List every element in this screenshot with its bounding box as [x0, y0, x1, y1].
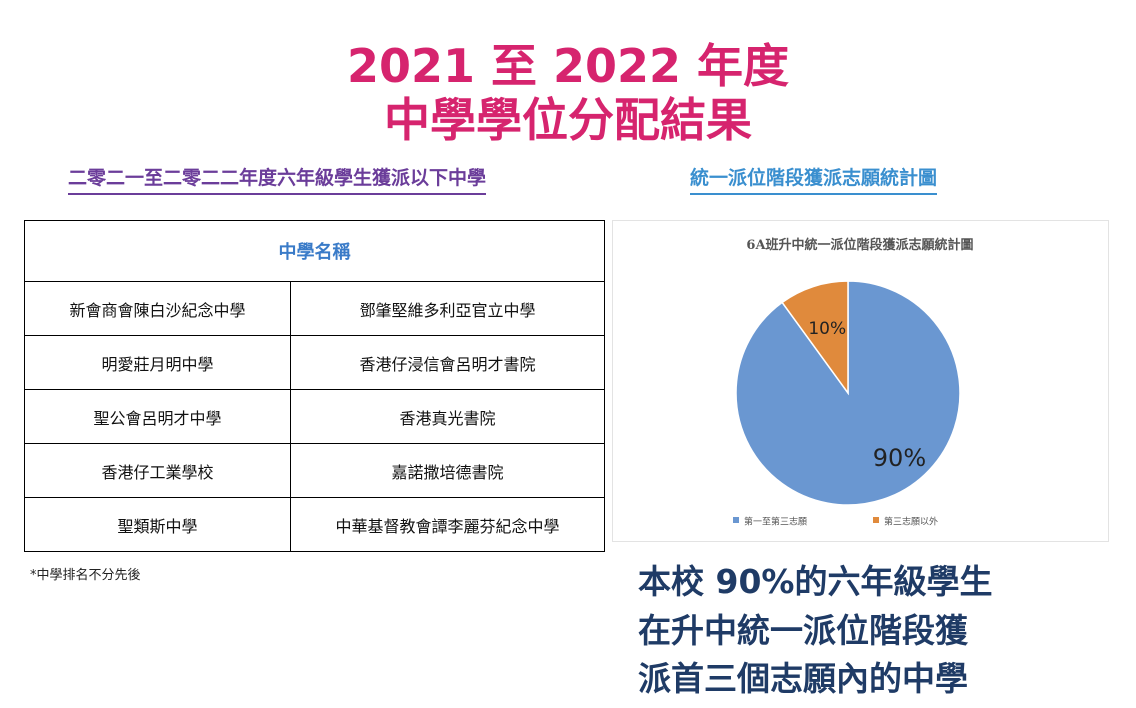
- page-title-year: 2021 至 2022 年度: [346, 39, 790, 93]
- table-cell: 聖類斯中學: [24, 497, 291, 552]
- schools-subheading: 二零二一至二零二二年度六年級學生獲派以下中學: [68, 163, 487, 195]
- summary-line-3: 派首三個志願內的中學: [638, 659, 968, 698]
- summary-line-1: 本校 90%的六年級學生: [638, 562, 993, 601]
- legend-label-2: 第三志願以外: [884, 516, 938, 528]
- schools-table: 中學名稱 新會商會陳白沙紀念中學 鄧肇堅維多利亞官立中學 明愛莊月明中學 香港仔…: [24, 220, 605, 552]
- table-row: 聖公會呂明才中學 香港真光書院: [24, 389, 605, 444]
- table-cell: 鄧肇堅維多利亞官立中學: [290, 281, 605, 336]
- legend-swatch-1: [733, 517, 739, 523]
- table-cell: 香港真光書院: [290, 389, 605, 444]
- table-cell: 中華基督教會譚李麗芬紀念中學: [290, 497, 605, 552]
- table-cell: 明愛莊月明中學: [24, 335, 291, 390]
- pie-chart-panel: 6A班升中統一派位階段獲派志願統計圖 90% 10% 第一至第三志願 第三志願以外: [612, 220, 1109, 542]
- chart-title: 6A班升中統一派位階段獲派志願統計圖: [746, 237, 973, 253]
- pie-labels: 90% 10%: [808, 319, 926, 472]
- table-cell: 嘉諾撒培德書院: [290, 443, 605, 498]
- table-header: 中學名稱: [24, 220, 605, 282]
- table-cell: 新會商會陳白沙紀念中學: [24, 281, 291, 336]
- table-cell: 香港仔工業學校: [24, 443, 291, 498]
- table-row: 明愛莊月明中學 香港仔浸信會呂明才書院: [24, 335, 605, 390]
- table-row: 香港仔工業學校 嘉諾撒培德書院: [24, 443, 605, 498]
- table-row: 聖類斯中學 中華基督教會譚李麗芬紀念中學: [24, 497, 605, 552]
- pie-data-label-2: 10%: [808, 319, 846, 339]
- pie-slices: [735, 280, 961, 506]
- chart-subheading: 統一派位階段獲派志願統計圖: [690, 163, 938, 195]
- page-title: 中學學位分配結果: [384, 93, 752, 147]
- table-row: 新會商會陳白沙紀念中學 鄧肇堅維多利亞官立中學: [24, 281, 605, 336]
- summary-line-2: 在升中統一派位階段獲: [638, 611, 968, 650]
- table-cell: 聖公會呂明才中學: [24, 389, 291, 444]
- table-header-row: 中學名稱: [24, 220, 605, 282]
- legend-swatch-2: [873, 517, 879, 523]
- chart-legend: 第一至第三志願 第三志願以外: [733, 516, 938, 528]
- pie-data-label-1: 90%: [873, 444, 926, 472]
- pie-slice-2: [781, 280, 849, 396]
- footnote: *中學排名不分先後: [30, 568, 141, 583]
- pie-chart: 6A班升中統一派位階段獲派志願統計圖 90% 10% 第一至第三志願 第三志願以外: [733, 237, 974, 528]
- table-cell: 香港仔浸信會呂明才書院: [290, 335, 605, 390]
- legend-label-1: 第一至第三志願: [744, 516, 807, 528]
